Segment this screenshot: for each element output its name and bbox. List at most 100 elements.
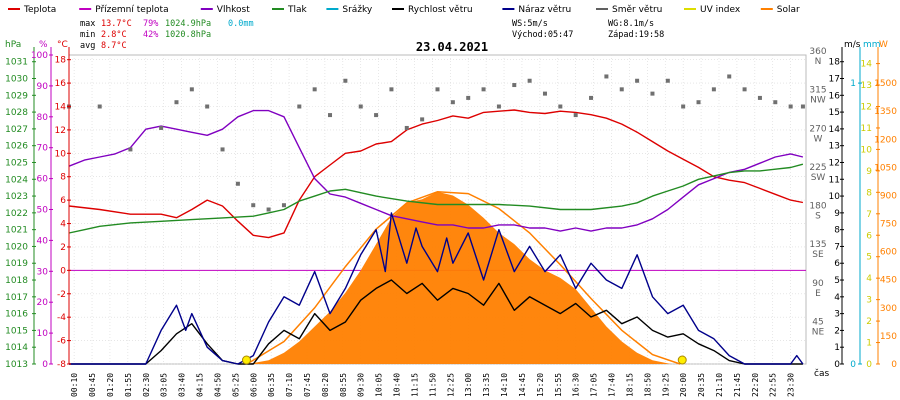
axis-tick-label-humidity: 50 [37, 206, 49, 216]
wind-direction-point [496, 104, 501, 109]
axis-tick-label-temperature: -4 [57, 313, 66, 323]
wind-direction-point [466, 95, 471, 100]
x-tick-label: 13:35 [482, 373, 491, 397]
axis-tick-label-temperature: 2 [60, 243, 66, 253]
wind-direction-point [312, 87, 317, 92]
series-layer [68, 109, 804, 365]
stats-max-temp: 13.7°C [101, 19, 132, 29]
x-tick-label: 10:05 [375, 373, 384, 397]
x-tick-label: 14:10 [500, 373, 509, 397]
axis-tick-label-wind_speed: 11 [829, 175, 840, 185]
x-tick-label: 13:00 [464, 373, 473, 397]
axis-tick-label-wind-direction-name: S [815, 212, 821, 222]
wind-direction-point [527, 78, 532, 83]
legend-label: Srážky [342, 5, 373, 15]
axis-tick-label-humidity: 30 [37, 267, 49, 277]
axis-tick-label-uv: 4 [866, 274, 872, 284]
wind-wg: WG:8.1m/s [608, 19, 654, 29]
wind-direction-point [343, 78, 348, 83]
stats-avg-label: avg [80, 41, 95, 51]
axis-tick-label-humidity: 40 [37, 236, 49, 246]
axis-tick-label-wind_speed: 6 [834, 259, 840, 269]
wind-direction-point [97, 104, 102, 109]
axis-tick-label-temperature: -2 [57, 290, 66, 300]
wind-direction-point [235, 181, 240, 186]
wind-direction-point [174, 100, 179, 105]
axes-layer: 1013101410151016101710181019102010211022… [5, 47, 897, 397]
axis-tick-label-wind_speed: 4 [834, 293, 840, 303]
axis-tick-label-pressure: 1026 [5, 142, 28, 152]
axis-tick-label-solar: 1350 [874, 107, 897, 117]
axis-tick-label-wind_speed: 7 [834, 242, 840, 252]
axis-tick-label-pressure: 1029 [5, 91, 28, 101]
axis-tick-label-uv: 9 [866, 167, 872, 177]
axis-tick-label-pressure: 1027 [5, 125, 28, 135]
legend-label: Tlak [287, 5, 308, 15]
axis-tick-label-solar: 1200 [874, 135, 897, 145]
axis-tick-label-uv: 10 [861, 145, 873, 155]
x-tick-label: 21:10 [715, 373, 724, 397]
axis-tick-label-humidity: 0 [42, 360, 48, 370]
legend-label: Náraz větru [518, 5, 571, 15]
axis-unit-pressure: hPa [5, 40, 21, 50]
wind-info: WS:5m/s WG:8.1m/s Východ:05:47 Západ:19:… [512, 19, 664, 40]
x-tick-label: 16:30 [572, 373, 581, 397]
axis-tick-label-wind-direction-name: W [814, 134, 823, 144]
wind-direction-point [650, 91, 655, 96]
axis-unit-humidity: % [39, 40, 48, 50]
legend-label: Teplota [23, 5, 56, 15]
axis-tick-label-temperature: 16 [55, 79, 67, 89]
axis-tick-label-wind-direction-name: E [815, 289, 821, 299]
axis-tick-label-wind_speed: 8 [834, 226, 840, 236]
axis-tick-label-solar: 450 [880, 276, 897, 286]
wind-direction-point [251, 203, 256, 208]
axis-tick-label-pressure: 1030 [5, 75, 28, 85]
series-line-n-raz-v-tru [69, 212, 804, 365]
x-tick-label: 20:00 [679, 373, 688, 397]
series-line-teplota [68, 109, 804, 239]
axis-tick-label-pressure: 1031 [5, 58, 28, 68]
axis-tick-label-wind-direction: 45 [812, 317, 823, 327]
axis-tick-label-pressure: 1019 [5, 259, 28, 269]
wind-direction-point [635, 78, 640, 83]
legend-label: Přízemní teplota [95, 5, 168, 15]
axis-tick-label-wind-direction: 180 [809, 202, 826, 212]
x-tick-label: 22:55 [769, 373, 778, 397]
series-line-vlhkost [68, 109, 804, 232]
wind-direction-point [128, 147, 133, 152]
axis-tick-label-humidity: 20 [37, 298, 49, 308]
axis-tick-label-uv: 11 [861, 124, 872, 134]
x-tick-label: 10:40 [393, 373, 402, 397]
x-tick-label: 07:10 [285, 373, 294, 397]
x-tick-label: 04:15 [196, 373, 205, 397]
x-tick-label: 01:55 [124, 373, 133, 397]
axis-tick-label-wind-direction-name: SW [811, 173, 826, 183]
axis-tick-label-pressure: 1017 [5, 293, 28, 303]
axis-tick-label-temperature: 10 [55, 149, 67, 159]
x-tick-label: 17:05 [590, 373, 599, 397]
axis-tick-label-wind_speed: 9 [834, 209, 840, 219]
sun-marker [677, 355, 687, 365]
axis-tick-label-solar: 0 [891, 360, 897, 370]
x-tick-label: 00:45 [88, 373, 97, 397]
wind-direction-point [727, 74, 732, 79]
axis-tick-label-temperature: 18 [55, 56, 67, 66]
axis-tick-label-uv: 1 [866, 339, 872, 349]
axis-tick-label-humidity: 70 [37, 144, 49, 154]
axis-tick-label-pressure: 1023 [5, 192, 28, 202]
x-tick-label: 11:50 [428, 373, 437, 397]
axis-tick-label-wind-direction: 90 [812, 279, 824, 289]
wind-direction-point [389, 87, 394, 92]
axis-tick-label-humidity: 90 [37, 82, 49, 92]
axis-tick-label-rain: 0 [850, 360, 856, 370]
legend-label: Rychlost větru [408, 5, 473, 15]
series-line-tlak [68, 163, 804, 234]
x-tick-label: 08:55 [339, 373, 348, 397]
x-tick-label: 03:05 [160, 373, 169, 397]
wind-ws: WS:5m/s [512, 19, 548, 29]
axis-tick-label-wind_speed: 18 [829, 58, 841, 68]
x-tick-label: 00:10 [70, 373, 79, 397]
solar-layer [246, 190, 681, 365]
x-tick-label: 20:35 [697, 373, 706, 397]
wind-direction-point [542, 91, 547, 96]
